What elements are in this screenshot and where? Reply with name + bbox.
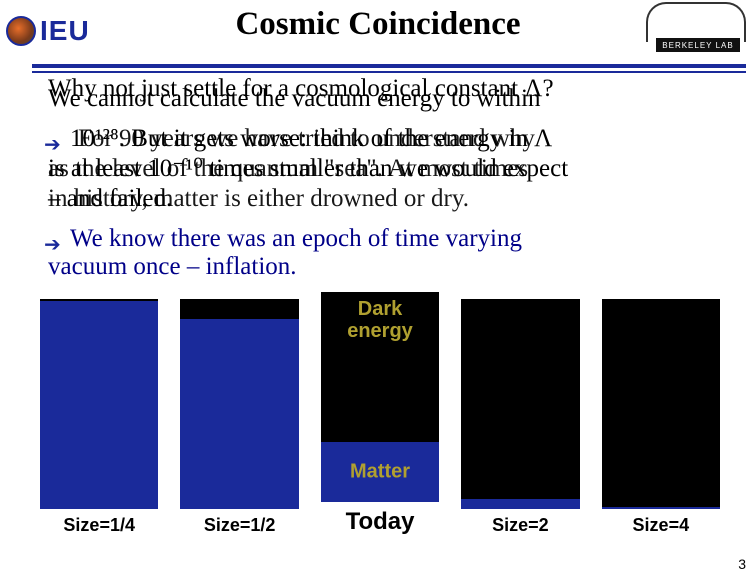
segment-dark-energy — [180, 299, 298, 319]
bar: Darkenergy Matter — [321, 292, 439, 502]
bullet2-line2: vacuum once – inflation. — [48, 253, 297, 280]
divider-thin — [32, 71, 746, 73]
bar-group: Size=1/4 — [40, 299, 158, 536]
xaxis-label: Size=2 — [492, 515, 549, 536]
bar-group: Size=1/2 — [180, 299, 298, 536]
slide-title: Cosmic Coincidence — [0, 0, 756, 43]
segment-matter — [602, 507, 720, 509]
arch-icon: BERKELEY LAB — [646, 2, 746, 42]
bar — [602, 299, 720, 509]
bar-chart: Size=1/4 Size=1/2 Darkenergy Matter Today Siz… — [40, 296, 720, 536]
slide-header: IEU Cosmic Coincidence BERKELEY LAB — [0, 0, 756, 76]
line3-overlap: as the level of the quantum "sea". At mo… — [48, 155, 528, 182]
matter-label: Matter — [321, 461, 439, 484]
vacuum-line: We cannot calculate the vacuum energy to… — [48, 85, 540, 112]
line2-overlap: For 90 years we have tried to understand… — [78, 125, 535, 152]
logo-left-text: IEU — [40, 15, 90, 47]
xaxis-label: Today — [346, 508, 415, 536]
divider-thick — [32, 64, 746, 68]
bar — [461, 299, 579, 509]
xaxis-label: Size=4 — [633, 515, 690, 536]
dark-energy-label-1: Dark — [321, 298, 439, 321]
lab-badge: BERKELEY LAB — [656, 38, 740, 52]
logo-left: IEU — [6, 8, 106, 54]
drowned-line: in history, matter is either drowned or … — [48, 185, 469, 212]
bar-group: Size=4 — [602, 299, 720, 536]
xaxis-label: Size=1/2 — [204, 515, 276, 536]
bar — [40, 299, 158, 509]
bullet-2b: vacuum once – inflation. — [48, 254, 718, 279]
globe-icon — [6, 16, 36, 46]
text-line-4b: in history, matter is either drowned or … — [48, 186, 718, 211]
text-line-1b: We cannot calculate the vacuum energy to… — [48, 86, 718, 111]
xaxis-label: Size=1/4 — [63, 515, 135, 536]
segment-matter: Matter — [321, 442, 439, 502]
logo-right: BERKELEY LAB — [646, 2, 746, 58]
bullet-2: ➔ We know there was an epoch of time var… — [48, 226, 718, 251]
segment-matter — [180, 319, 298, 509]
bullet2-line1: We know there was an epoch of time varyi… — [70, 225, 522, 252]
bar — [180, 299, 298, 509]
segment-dark-energy — [602, 299, 720, 507]
text-line-3-ov: as the level of the quantum "sea". At mo… — [48, 156, 718, 181]
segment-matter — [461, 499, 579, 509]
text-line-2-ov: For 90 years we have tried to understand… — [48, 126, 718, 151]
bar-group: Darkenergy Matter Today — [321, 292, 439, 536]
page-number: 3 — [738, 556, 746, 572]
segment-matter — [40, 301, 158, 509]
dark-energy-label-2: energy — [321, 320, 439, 343]
segment-dark-energy — [461, 299, 579, 499]
bar-group: Size=2 — [461, 299, 579, 536]
segment-dark-energy: Darkenergy — [321, 292, 439, 442]
